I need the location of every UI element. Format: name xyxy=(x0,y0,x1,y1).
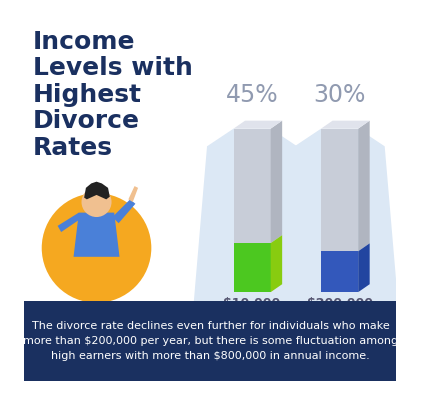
FancyBboxPatch shape xyxy=(321,128,358,251)
FancyBboxPatch shape xyxy=(24,301,396,381)
Polygon shape xyxy=(358,243,370,292)
FancyBboxPatch shape xyxy=(234,243,271,292)
Text: Divorce: Divorce xyxy=(33,109,140,133)
Text: $200,000: $200,000 xyxy=(306,297,373,310)
Text: Income: Income xyxy=(33,29,136,54)
Text: Levels with: Levels with xyxy=(33,56,193,80)
Polygon shape xyxy=(271,121,282,243)
Text: 45%: 45% xyxy=(226,82,278,107)
Circle shape xyxy=(82,187,112,217)
Text: Highest: Highest xyxy=(33,83,142,107)
Polygon shape xyxy=(234,121,282,128)
Polygon shape xyxy=(112,199,136,223)
Polygon shape xyxy=(58,213,80,232)
Polygon shape xyxy=(277,128,402,354)
Text: Annual Income: Annual Income xyxy=(205,310,299,323)
Polygon shape xyxy=(321,121,370,128)
Text: Annual Income: Annual Income xyxy=(293,310,386,323)
Text: Rates: Rates xyxy=(33,136,113,160)
Polygon shape xyxy=(84,182,110,199)
Polygon shape xyxy=(358,121,370,251)
FancyBboxPatch shape xyxy=(321,251,358,292)
Text: 30%: 30% xyxy=(313,82,366,107)
Polygon shape xyxy=(189,128,315,354)
Polygon shape xyxy=(271,235,282,292)
Text: $10,000: $10,000 xyxy=(224,297,281,310)
Polygon shape xyxy=(128,186,138,202)
FancyBboxPatch shape xyxy=(234,128,271,243)
Circle shape xyxy=(42,193,151,303)
Text: The divorce rate declines even further for individuals who make
more than $200,0: The divorce rate declines even further f… xyxy=(23,321,398,361)
Polygon shape xyxy=(74,213,120,257)
